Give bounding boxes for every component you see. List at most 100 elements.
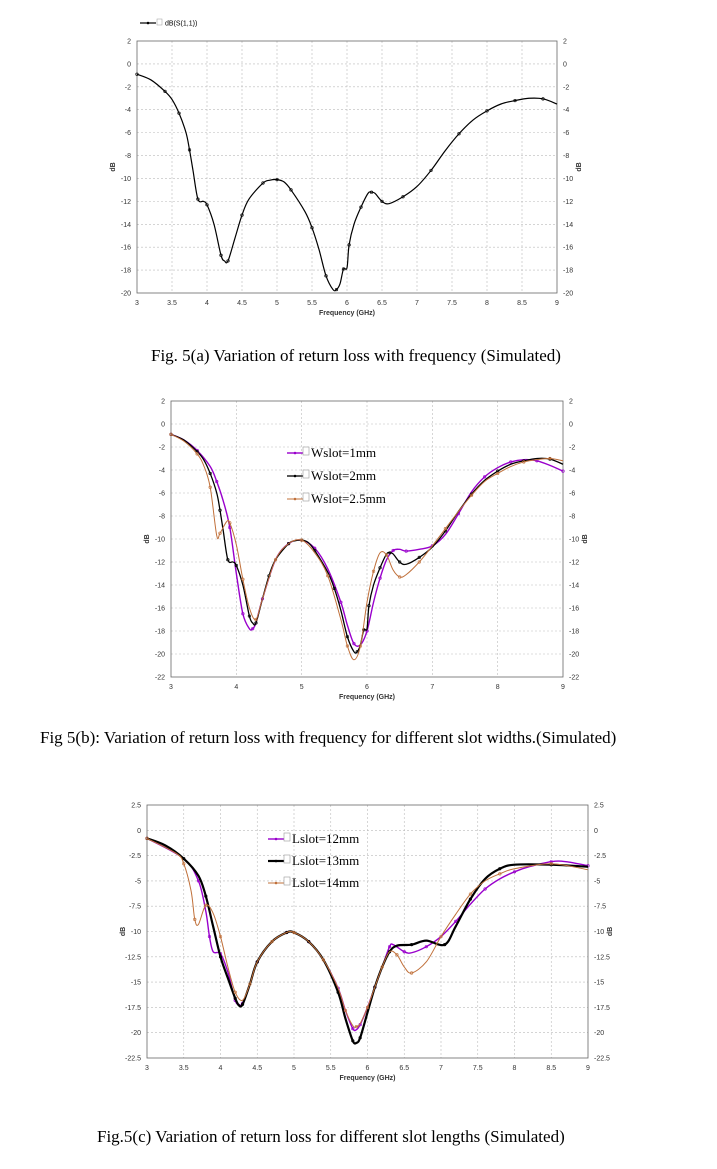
series-wslot-2-5mm: [169, 432, 564, 661]
legend-checkbox-icon: [283, 876, 291, 886]
x-tick-label: 7: [415, 300, 419, 307]
legend-entry: Lslot=14mm: [268, 875, 359, 890]
data-point: [354, 1025, 359, 1029]
data-point: [205, 203, 209, 207]
data-point: [310, 226, 314, 230]
legend-checkbox-icon: [156, 18, 163, 26]
x-tick-label: 6: [366, 1065, 370, 1072]
legend-marker: [274, 859, 278, 863]
data-point: [402, 950, 406, 954]
data-point: [324, 274, 328, 278]
legend-entry: Wslot=2mm: [287, 468, 376, 483]
data-point: [182, 862, 186, 866]
data-point: [218, 531, 222, 535]
x-axis-label: Frequency (GHz): [319, 310, 375, 317]
legend-checkbox-icon: [283, 832, 291, 842]
y-axis-label-right: dB: [607, 927, 614, 936]
data-point: [380, 965, 384, 969]
data-point: [541, 97, 545, 101]
data-point: [135, 72, 139, 76]
y-tick-label-left: -16: [121, 245, 131, 252]
data-point: [240, 213, 244, 217]
x-tick-label: 7.5: [473, 1065, 483, 1072]
y-tick-label-right: -10: [563, 176, 573, 183]
y-tick-label-right: -17.5: [594, 1005, 610, 1012]
data-point: [307, 940, 311, 944]
legend-entry: Lslot=13mm: [268, 853, 359, 868]
data-point: [365, 1005, 370, 1010]
data-point: [388, 551, 392, 555]
data-point: [321, 958, 326, 962]
data-point: [273, 558, 278, 562]
data-point: [339, 600, 343, 604]
y-tick-label-left: -12: [155, 560, 165, 567]
y-tick-label-left: 0: [161, 422, 165, 429]
data-point: [371, 569, 376, 573]
x-tick-label: 6.5: [377, 300, 387, 307]
data-point: [378, 576, 382, 580]
data-point: [380, 199, 384, 203]
data-point: [218, 955, 223, 959]
y-tick-label-right: -16: [563, 245, 573, 252]
data-point: [347, 243, 351, 247]
data-point: [345, 635, 350, 639]
series-wslot-2mm: [169, 432, 564, 654]
data-point: [398, 560, 402, 564]
series-line: [146, 837, 589, 1045]
y-tick-label-right: -18: [563, 268, 573, 275]
data-point: [195, 452, 199, 456]
legend-marker: [274, 837, 278, 841]
data-point: [270, 940, 274, 944]
data-point: [548, 456, 552, 461]
data-point: [240, 1002, 245, 1006]
data-point: [241, 612, 245, 616]
y-axis-label-right: dB: [582, 534, 589, 543]
data-point: [204, 903, 208, 907]
y-tick-label-left: -22: [155, 675, 165, 682]
data-point: [300, 538, 304, 542]
y-tick-label-right: -15: [594, 980, 604, 987]
x-axis-label: Frequency (GHz): [339, 694, 395, 701]
data-point: [404, 549, 408, 553]
data-point: [549, 860, 553, 864]
y-tick-label-left: 2: [127, 39, 131, 46]
data-point: [334, 287, 339, 292]
y-tick-label-right: -10: [594, 929, 604, 936]
x-tick-label: 5: [292, 1065, 296, 1072]
data-point: [485, 109, 489, 113]
legend-entry: Wslot=1mm: [287, 445, 376, 460]
legend-label: Wslot=2mm: [311, 468, 376, 483]
x-tick-label: 6: [345, 300, 349, 307]
data-point: [468, 897, 473, 901]
legend-checkbox-icon: [302, 492, 310, 502]
data-point: [498, 867, 502, 871]
x-tick-label: 4: [219, 1065, 223, 1072]
legend-marker: [146, 21, 150, 25]
y-tick-label-left: -10: [121, 176, 131, 183]
y-tick-label-left: -10: [131, 929, 141, 936]
y-tick-label-right: -14: [569, 583, 579, 590]
data-point: [207, 934, 212, 939]
y-tick-label-left: -2: [125, 84, 131, 91]
data-point: [218, 934, 223, 939]
figure-5b-caption: Fig 5(b): Variation of return loss with …: [40, 728, 617, 747]
y-tick-label-right: -14: [563, 222, 573, 229]
x-tick-label: 8.5: [517, 300, 527, 307]
data-point: [289, 188, 293, 192]
y-tick-label-right: -10: [569, 537, 579, 544]
x-tick-label: 5: [300, 684, 304, 691]
data-point: [332, 586, 336, 591]
data-point: [292, 930, 296, 935]
data-point: [261, 181, 265, 185]
data-point: [512, 870, 517, 874]
chart-5a: 3 3.5 4 4.5 5 5.5 6 6.5 7 7.5 8 8.5 9 2 2 0 0 -2 -2 -4 -4 -6 -…: [110, 18, 583, 317]
y-axis-label-right: dB: [576, 162, 583, 171]
data-point: [204, 894, 208, 898]
y-tick-label-right: 0: [594, 828, 598, 835]
y-tick-label-right: 2: [563, 39, 567, 46]
x-tick-label: 9: [561, 684, 565, 691]
data-point: [241, 577, 245, 581]
y-tick-label-right: -4: [563, 107, 569, 114]
legend-checkbox-icon: [302, 446, 310, 456]
data-point: [218, 508, 222, 512]
